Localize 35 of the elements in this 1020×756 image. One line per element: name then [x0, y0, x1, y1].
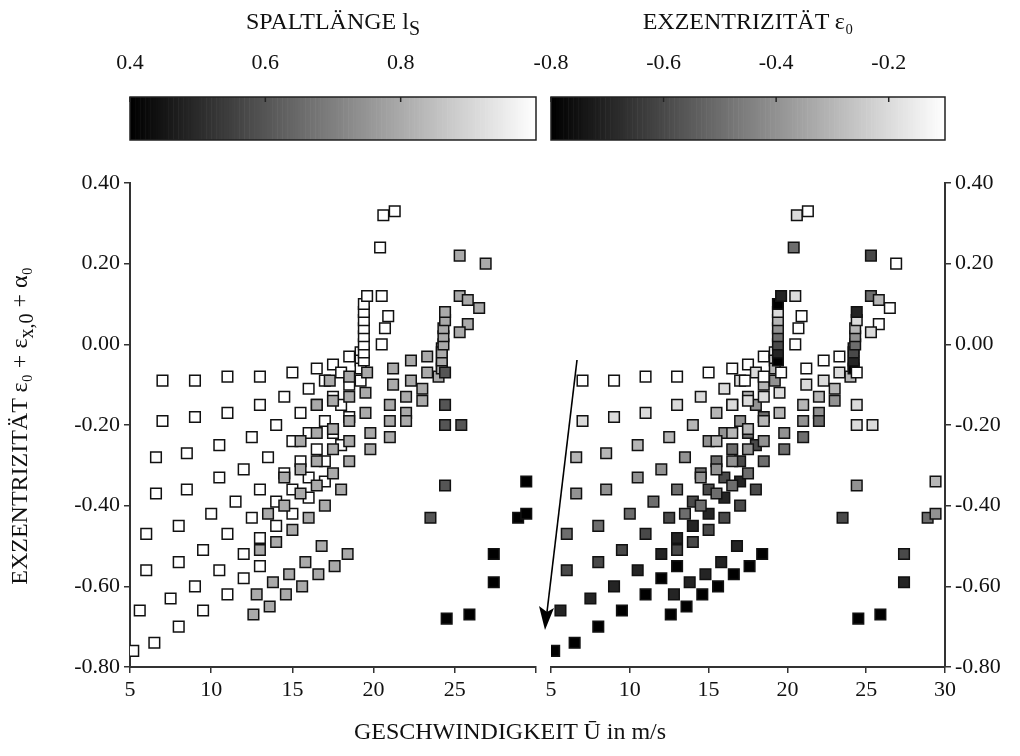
y-tick-label: -0.20 [74, 410, 120, 436]
y-tick-label: 0.00 [955, 330, 994, 356]
color-bar-label: -0.6 [646, 48, 681, 74]
y-tick-label: 0.40 [81, 168, 120, 194]
color-bar-label: -0.2 [871, 48, 907, 74]
color-bar-label: -0.8 [533, 48, 569, 74]
y-tick-label: -0.60 [955, 572, 1001, 598]
y-tick-label: -0.80 [955, 652, 1001, 678]
y-tick-label: 0.20 [81, 249, 120, 275]
color-bar-label: 0.6 [251, 48, 280, 74]
x-tick-label: 20 [776, 675, 799, 701]
y-tick-label: -0.80 [74, 652, 120, 678]
color-bar-title: SPALTLÄNGE l$_{S}$ [244, 8, 422, 40]
x-tick-label: 10 [200, 675, 223, 701]
y-tick-label: 0.40 [955, 168, 994, 194]
x-tick-label: 5 [124, 675, 136, 701]
x-tick-label: 25 [855, 675, 878, 701]
y-tick-label: -0.40 [74, 491, 120, 517]
x-tick-label: 5 [545, 675, 557, 701]
y-tick-label: -0.20 [955, 410, 1001, 436]
x-tick-label: 10 [618, 675, 641, 701]
x-tick-label: 15 [281, 675, 304, 701]
color-bar-title: EXZENTRIZITÄT ε₀ [641, 8, 855, 35]
y-tick-label: -0.40 [955, 491, 1001, 517]
color-bar-label: -0.4 [758, 48, 794, 74]
y-tick-label: -0.60 [74, 572, 120, 598]
x-tick-label: 30 [934, 675, 956, 701]
y-tick-label: 0.00 [81, 330, 120, 356]
x-tick-label: 15 [697, 675, 720, 701]
x-tick-label: 20 [362, 675, 385, 701]
y-tick-label: 0.20 [955, 249, 994, 275]
color-bar-label: 0.8 [386, 48, 415, 74]
x-tick-label: 25 [443, 675, 466, 701]
x-axis-title: GESCHWINDIGKEIT Ū in m/s [352, 718, 668, 745]
color-bar-label: 0.4 [116, 48, 144, 74]
